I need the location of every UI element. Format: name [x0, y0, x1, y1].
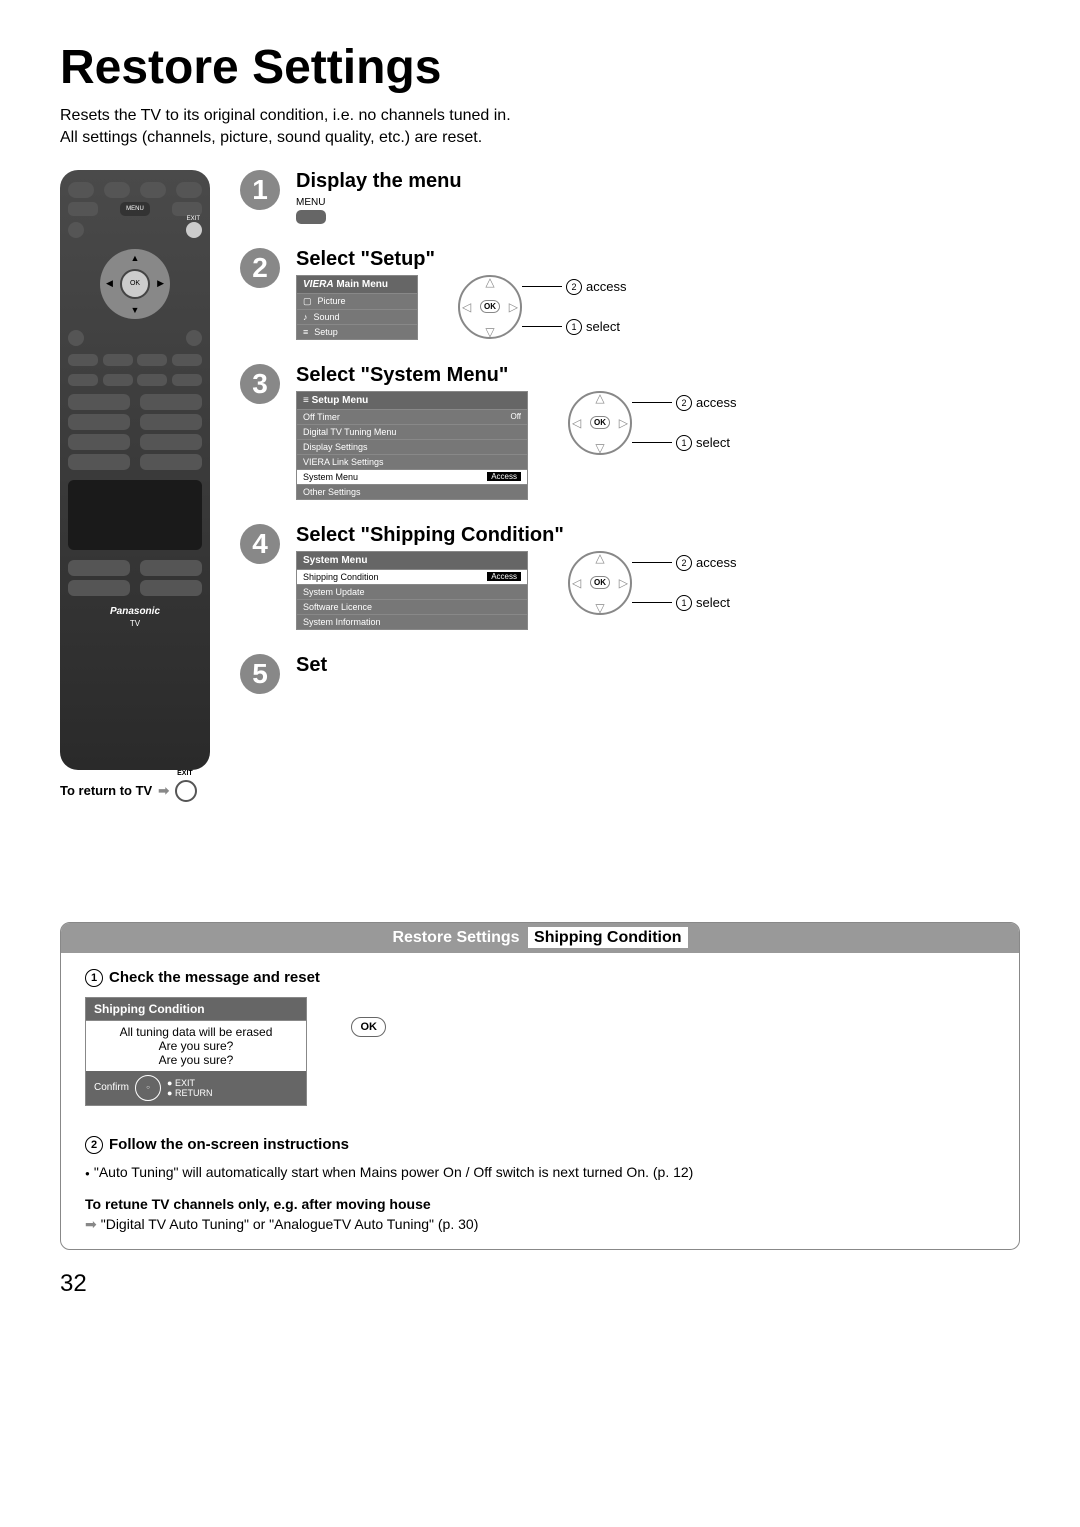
return-to-tv: To return to TV ➡ EXIT [60, 780, 210, 802]
panel-header-main: Restore Settings [392, 929, 519, 946]
osd-main-menu: VIERA VIERA Main MenuMain Menu ▢Picture … [296, 275, 418, 340]
intro-line1: Resets the TV to its original condition,… [60, 105, 1020, 127]
osd-system-menu: System Menu Shipping ConditionAccess Sys… [296, 551, 528, 630]
osd-setup-menu: ≡ Setup Menu Off TimerOff Digital TV Tun… [296, 391, 528, 500]
step-number-4: 4 [240, 524, 280, 564]
step2-title: Select "Setup" [296, 248, 1020, 271]
exit-label: EXIT [187, 216, 200, 222]
remote-illustration: MENU EXIT OK ▲ ▼ ◀ ▶ [60, 170, 210, 770]
shipping-condition-dialog: Shipping Condition All tuning data will … [85, 997, 307, 1106]
ok-icon: OK [351, 1017, 386, 1037]
dpad: OK ▲ ▼ ◀ ▶ [100, 249, 170, 319]
page-title: Restore Settings [60, 40, 1020, 95]
panel-step2-label: Follow the on-screen instructions [109, 1136, 349, 1153]
remote-brand-sub: TV [68, 619, 202, 628]
exit-label-small: EXIT [177, 770, 193, 777]
intro-line2: All settings (channels, picture, sound q… [60, 127, 1020, 149]
menu-sublabel: MENU [296, 197, 1020, 208]
panel-header-sub: Shipping Condition [528, 927, 688, 948]
step-number-3: 3 [240, 364, 280, 404]
retune-text: "Digital TV Auto Tuning" or "AnalogueTV … [85, 1216, 995, 1233]
nav-dpad-icon: △ ▽ ◁ ▷ OK [568, 391, 632, 455]
step-number-2: 2 [240, 248, 280, 288]
step3-title: Select "System Menu" [296, 364, 1020, 387]
nav-dpad-icon: △ ▽ ◁ ▷ OK [568, 551, 632, 615]
restore-settings-panel: Restore Settings Shipping Condition 1 Ch… [60, 922, 1020, 1250]
exit-button [186, 222, 202, 238]
remote-brand: Panasonic [68, 606, 202, 617]
step-number-5: 5 [240, 654, 280, 694]
step5-title: Set [296, 654, 1020, 677]
intro-text: Resets the TV to its original condition,… [60, 105, 1020, 150]
auto-tuning-note: "Auto Tuning" will automatically start w… [85, 1164, 995, 1180]
page-number: 32 [60, 1270, 1020, 1298]
nav-dpad-icon: △ ▽ ◁ ▷ OK [458, 275, 522, 339]
retune-title: To retune TV channels only, e.g. after m… [85, 1196, 995, 1212]
step4-title: Select "Shipping Condition" [296, 524, 1020, 547]
menu-button: MENU [120, 202, 150, 216]
menu-button-icon [296, 210, 326, 224]
step1-title: Display the menu [296, 170, 1020, 193]
step-number-1: 1 [240, 170, 280, 210]
panel-step1-label: Check the message and reset [109, 969, 320, 986]
ok-button: OK [120, 269, 150, 299]
